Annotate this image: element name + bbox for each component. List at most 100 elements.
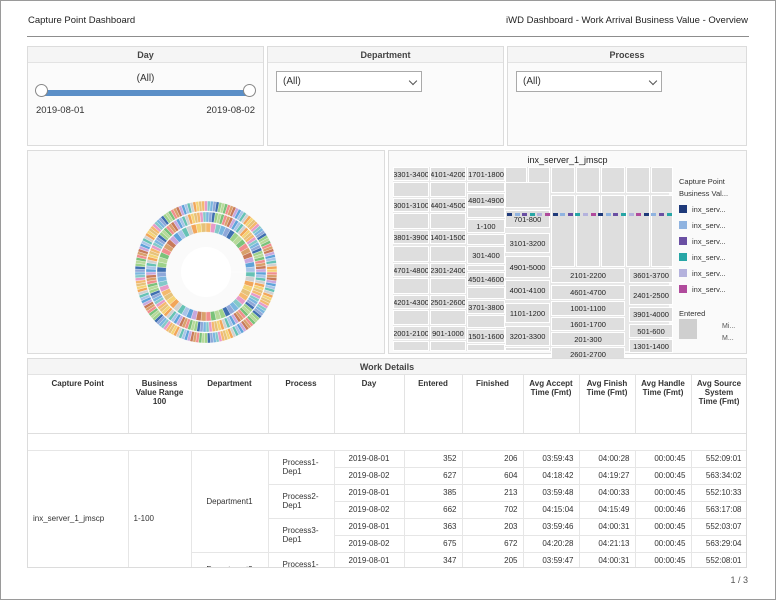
column-header[interactable]: Avg Handle Time (Fmt) xyxy=(635,375,692,434)
table-row[interactable]: Process2-Dep1 2019-08-01 385 213 03:59:48 04:… xyxy=(28,484,746,519)
column-header[interactable]: Capture Point xyxy=(28,375,129,434)
legend-item[interactable]: inx_serv... xyxy=(679,205,726,214)
table-row[interactable]: Department2Process1-Dep22019-08-01347205… xyxy=(28,552,746,567)
treemap-cell[interactable]: 4601-4700 xyxy=(551,285,625,300)
column-header[interactable]: Avg Source System Time (Fmt) xyxy=(691,375,746,434)
treemap-cell[interactable]: 3901-4000 xyxy=(629,307,673,322)
treemap-cell[interactable]: 3801-3900 xyxy=(393,230,429,244)
treemap-cell[interactable] xyxy=(626,167,650,193)
legend-item[interactable]: inx_serv... xyxy=(679,269,726,278)
treemap-cell[interactable]: 3101-3200 xyxy=(505,233,550,253)
treemap-cell[interactable]: 3301-3400 xyxy=(393,167,429,181)
sunburst-segment[interactable] xyxy=(207,332,211,344)
treemap-cell[interactable]: 1401-1500 xyxy=(430,230,466,244)
treemap-cell[interactable] xyxy=(430,213,466,229)
day-slider-end-handle[interactable] xyxy=(243,84,256,97)
sunburst-segment[interactable] xyxy=(266,268,278,273)
treemap-cell[interactable] xyxy=(626,195,650,267)
table-row[interactable]: 2019-08-02 662 702 04:15:04 04:15:49 00:00:46… xyxy=(28,501,746,519)
treemap-cell[interactable] xyxy=(551,167,575,193)
treemap-cell[interactable] xyxy=(467,182,505,192)
treemap-cell[interactable]: 501-600 xyxy=(629,324,673,338)
sunburst-segment[interactable] xyxy=(201,200,205,212)
treemap-cell[interactable]: 3601-3700 xyxy=(629,268,673,283)
sunburst-segment[interactable] xyxy=(134,271,146,276)
treemap-cell[interactable]: 4001-4100 xyxy=(505,280,550,300)
treemap-cell[interactable]: 4101-4200 xyxy=(430,167,466,181)
table-row[interactable]: 2019-08-02 627 604 04:18:42 04:19:27 00:00:45… xyxy=(28,467,746,485)
treemap-cell[interactable]: 1101-1200 xyxy=(505,303,550,323)
day-slider-start-handle[interactable] xyxy=(35,84,48,97)
legend-item[interactable]: inx_serv... xyxy=(679,253,726,262)
treemap-cell[interactable] xyxy=(505,182,550,208)
treemap-cell[interactable] xyxy=(467,234,505,245)
treemap-cell[interactable]: 1601-1700 xyxy=(551,317,625,331)
treemap-cell[interactable] xyxy=(430,310,466,325)
table-row[interactable]: 2019-08-02 675 672 04:20:28 04:21:13 00:00:45… xyxy=(28,535,746,553)
treemap-cell[interactable] xyxy=(505,347,550,351)
treemap-cell[interactable]: 2001-2100 xyxy=(393,326,429,340)
sunburst-segment[interactable] xyxy=(202,211,207,223)
treemap-cell[interactable]: 901-1000 xyxy=(430,326,466,340)
treemap-cell[interactable]: 2301-2400 xyxy=(430,263,466,277)
treemap-cell[interactable] xyxy=(551,195,575,267)
breadcrumb[interactable]: iWD Dashboard - Work Arrival Business Va… xyxy=(506,15,748,26)
treemap-cell[interactable] xyxy=(651,195,673,267)
sunburst-segment[interactable] xyxy=(245,266,256,273)
treemap-cell[interactable] xyxy=(601,195,625,267)
treemap-cell[interactable]: 2501-2600 xyxy=(430,295,466,309)
legend-item[interactable]: inx_serv... xyxy=(679,221,726,230)
treemap-cell[interactable]: 201-300 xyxy=(551,332,625,346)
treemap-cell[interactable]: 1-100 xyxy=(467,219,505,233)
sunburst-chart[interactable] xyxy=(28,151,386,355)
treemap-cell[interactable] xyxy=(467,207,505,218)
page-indicator[interactable]: 1 / 3 xyxy=(730,575,748,585)
treemap-cell[interactable]: 301-400 xyxy=(467,246,505,264)
sunburst-segment[interactable] xyxy=(156,271,167,278)
sunburst-segment[interactable] xyxy=(205,321,210,333)
process-select[interactable]: (All) xyxy=(516,71,662,92)
treemap-cell[interactable] xyxy=(467,287,505,299)
treemap-cell[interactable] xyxy=(393,278,429,294)
treemap-cell[interactable] xyxy=(430,182,466,197)
sunburst-segment[interactable] xyxy=(200,222,207,233)
treemap-cell[interactable]: 1501-1600 xyxy=(467,329,505,343)
treemap-cell[interactable]: 4201-4300 xyxy=(393,295,429,309)
column-header[interactable]: Avg Accept Time (Fmt) xyxy=(523,375,580,434)
treemap-cell[interactable] xyxy=(467,344,505,351)
treemap-cell[interactable] xyxy=(651,167,673,193)
treemap-cell[interactable] xyxy=(576,167,600,193)
treemap-cell[interactable] xyxy=(393,213,429,229)
column-header[interactable]: Finished xyxy=(462,375,524,434)
column-header[interactable]: Entered xyxy=(404,375,463,434)
treemap-cell[interactable]: 3701-3800 xyxy=(467,300,505,314)
treemap-cell[interactable] xyxy=(393,182,429,197)
treemap-cell[interactable] xyxy=(430,341,466,351)
column-header[interactable]: Business Value Range 100 xyxy=(128,375,192,434)
treemap-cell[interactable] xyxy=(576,195,600,267)
treemap-cell[interactable]: 4401-4500 xyxy=(430,198,466,212)
sunburst-segment[interactable] xyxy=(145,271,157,276)
treemap-cell[interactable]: 4801-4900 xyxy=(467,193,505,207)
treemap-cell[interactable] xyxy=(430,246,466,262)
sunburst-segment[interactable] xyxy=(204,200,208,212)
treemap-cell[interactable]: 2401-2500 xyxy=(629,285,673,305)
column-header[interactable]: Avg Finish Time (Fmt) xyxy=(579,375,636,434)
treemap-cell[interactable] xyxy=(601,167,625,193)
table-row[interactable]: inx_server_1_jmscp 1-100 Department1 Proces… xyxy=(28,450,746,567)
sunburst-segment[interactable] xyxy=(205,311,212,322)
sunburst-segment[interactable] xyxy=(255,268,267,273)
treemap-cell[interactable]: 4901-5000 xyxy=(505,256,550,278)
treemap-cell[interactable]: 1001-1100 xyxy=(551,301,625,316)
treemap-cell[interactable] xyxy=(467,315,505,328)
day-slider-track[interactable] xyxy=(40,90,251,96)
treemap-cell[interactable]: 4501-4600 xyxy=(467,272,505,286)
treemap-cell[interactable] xyxy=(393,310,429,325)
table-row[interactable]: Process3-Dep1 2019-08-01 363 203 03:59:46 04:… xyxy=(28,518,746,553)
treemap-cell[interactable]: 2101-2200 xyxy=(551,268,625,283)
treemap-cell[interactable] xyxy=(393,341,429,351)
sunburst-segment[interactable] xyxy=(204,332,208,344)
treemap-cell[interactable]: 3201-3300 xyxy=(505,326,550,346)
treemap-cell[interactable]: 1701-1800 xyxy=(467,167,505,181)
treemap-chart[interactable]: 3301-3400 4101-4200 1701-1800 3001-3100 4401… xyxy=(393,167,673,361)
